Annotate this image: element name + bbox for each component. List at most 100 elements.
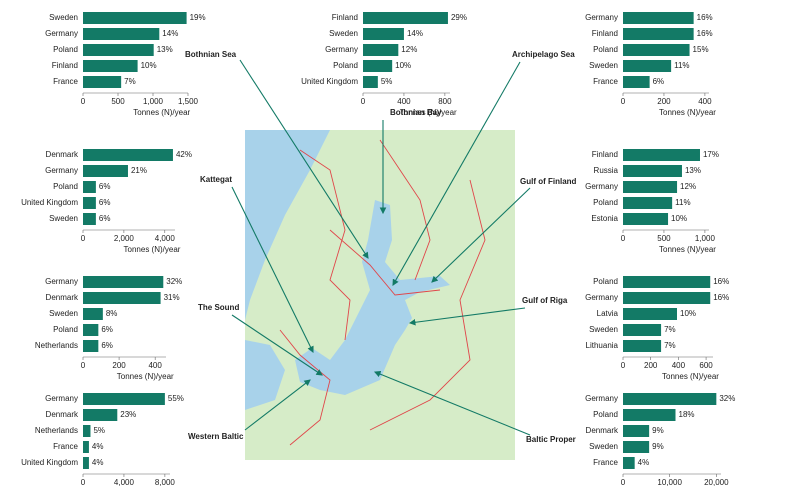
bar (83, 197, 96, 209)
x-tick-label: 400 (698, 97, 712, 106)
percent-label: 31% (164, 293, 180, 302)
category-label: Denmark (46, 293, 79, 302)
x-axis-label: Tonnes (N)/year (659, 245, 716, 254)
bar (623, 425, 650, 437)
x-axis-label: Tonnes (N)/year (400, 108, 457, 117)
category-label: Russia (594, 166, 619, 175)
bar (623, 44, 690, 56)
category-label: Germany (585, 182, 618, 191)
percent-label: 6% (99, 198, 111, 207)
percent-label: 6% (101, 325, 113, 334)
category-label: Germany (325, 45, 358, 54)
category-label: France (593, 458, 618, 467)
percent-label: 6% (101, 341, 113, 350)
percent-label: 9% (652, 426, 664, 435)
percent-label: 16% (713, 277, 729, 286)
category-label: Finland (52, 61, 78, 70)
percent-label: 5% (93, 426, 105, 435)
percent-label: 17% (703, 150, 719, 159)
percent-label: 7% (124, 77, 136, 86)
bar (83, 441, 89, 453)
x-tick-label: 400 (148, 361, 162, 370)
x-axis-label: Tonnes (N)/year (659, 108, 716, 117)
bar (83, 324, 99, 336)
category-label: Poland (53, 325, 78, 334)
category-label: Poland (593, 45, 618, 54)
x-axis-label: Tonnes (N)/year (124, 245, 181, 254)
bar (83, 425, 91, 437)
bar (83, 457, 89, 469)
x-tick-label: 200 (112, 361, 126, 370)
category-label: Germany (45, 394, 78, 403)
x-tick-label: 0 (81, 234, 86, 243)
percent-label: 12% (680, 182, 696, 191)
percent-label: 29% (451, 13, 467, 22)
bar (623, 340, 662, 352)
bar (83, 292, 161, 304)
category-label: Sweden (589, 325, 618, 334)
category-label: Poland (333, 61, 358, 70)
x-tick-label: 0 (81, 361, 86, 370)
percent-label: 14% (162, 29, 178, 38)
bar (623, 12, 694, 24)
x-tick-label: 10,000 (657, 478, 682, 487)
x-tick-label: 800 (438, 97, 452, 106)
percent-label: 18% (679, 410, 695, 419)
x-tick-label: 1,000 (143, 97, 164, 106)
x-tick-label: 0 (81, 478, 86, 487)
percent-label: 10% (680, 309, 696, 318)
percent-label: 42% (176, 150, 192, 159)
sea-label: Bothnian Sea (185, 50, 237, 59)
percent-label: 32% (166, 277, 182, 286)
category-label: Sweden (49, 13, 78, 22)
x-tick-label: 20,000 (704, 478, 729, 487)
category-label: Germany (45, 277, 78, 286)
percent-label: 7% (664, 325, 676, 334)
bar (83, 28, 160, 40)
percent-label: 4% (92, 458, 104, 467)
percent-label: 12% (401, 45, 417, 54)
bar (83, 12, 187, 24)
category-label: Poland (593, 410, 618, 419)
bar (83, 60, 138, 72)
bar (623, 393, 717, 405)
bar (83, 393, 165, 405)
sea-label: Archipelago Sea (512, 50, 575, 59)
x-axis-label: Tonnes (N)/year (117, 372, 174, 381)
percent-label: 13% (157, 45, 173, 54)
bar (623, 181, 678, 193)
percent-label: 6% (99, 182, 111, 191)
x-tick-label: 0 (621, 478, 626, 487)
percent-label: 5% (381, 77, 393, 86)
bar (83, 213, 96, 225)
map (245, 130, 515, 460)
category-label: Sweden (49, 309, 78, 318)
percent-label: 32% (719, 394, 735, 403)
percent-label: 6% (653, 77, 665, 86)
category-label: Poland (53, 45, 78, 54)
bar (623, 276, 711, 288)
bar (623, 60, 672, 72)
percent-label: 6% (99, 214, 111, 223)
category-label: Poland (593, 277, 618, 286)
category-label: United Kingdom (21, 458, 78, 467)
x-tick-label: 200 (657, 97, 671, 106)
bar (623, 213, 669, 225)
category-label: Germany (45, 29, 78, 38)
percent-label: 15% (693, 45, 709, 54)
category-label: Sweden (589, 61, 618, 70)
x-tick-label: 4,000 (114, 478, 135, 487)
bar (623, 165, 682, 177)
sea-label: Bothnian Bay (390, 108, 442, 117)
percent-label: 16% (697, 13, 713, 22)
category-label: France (593, 77, 618, 86)
sea-label: The Sound (198, 303, 239, 312)
sea-label: Baltic Proper (526, 435, 576, 444)
category-label: Poland (53, 182, 78, 191)
category-label: Finland (332, 13, 358, 22)
x-tick-label: 4,000 (155, 234, 176, 243)
bar (83, 149, 173, 161)
x-axis-label: Tonnes (N)/year (133, 108, 190, 117)
bar (623, 149, 700, 161)
